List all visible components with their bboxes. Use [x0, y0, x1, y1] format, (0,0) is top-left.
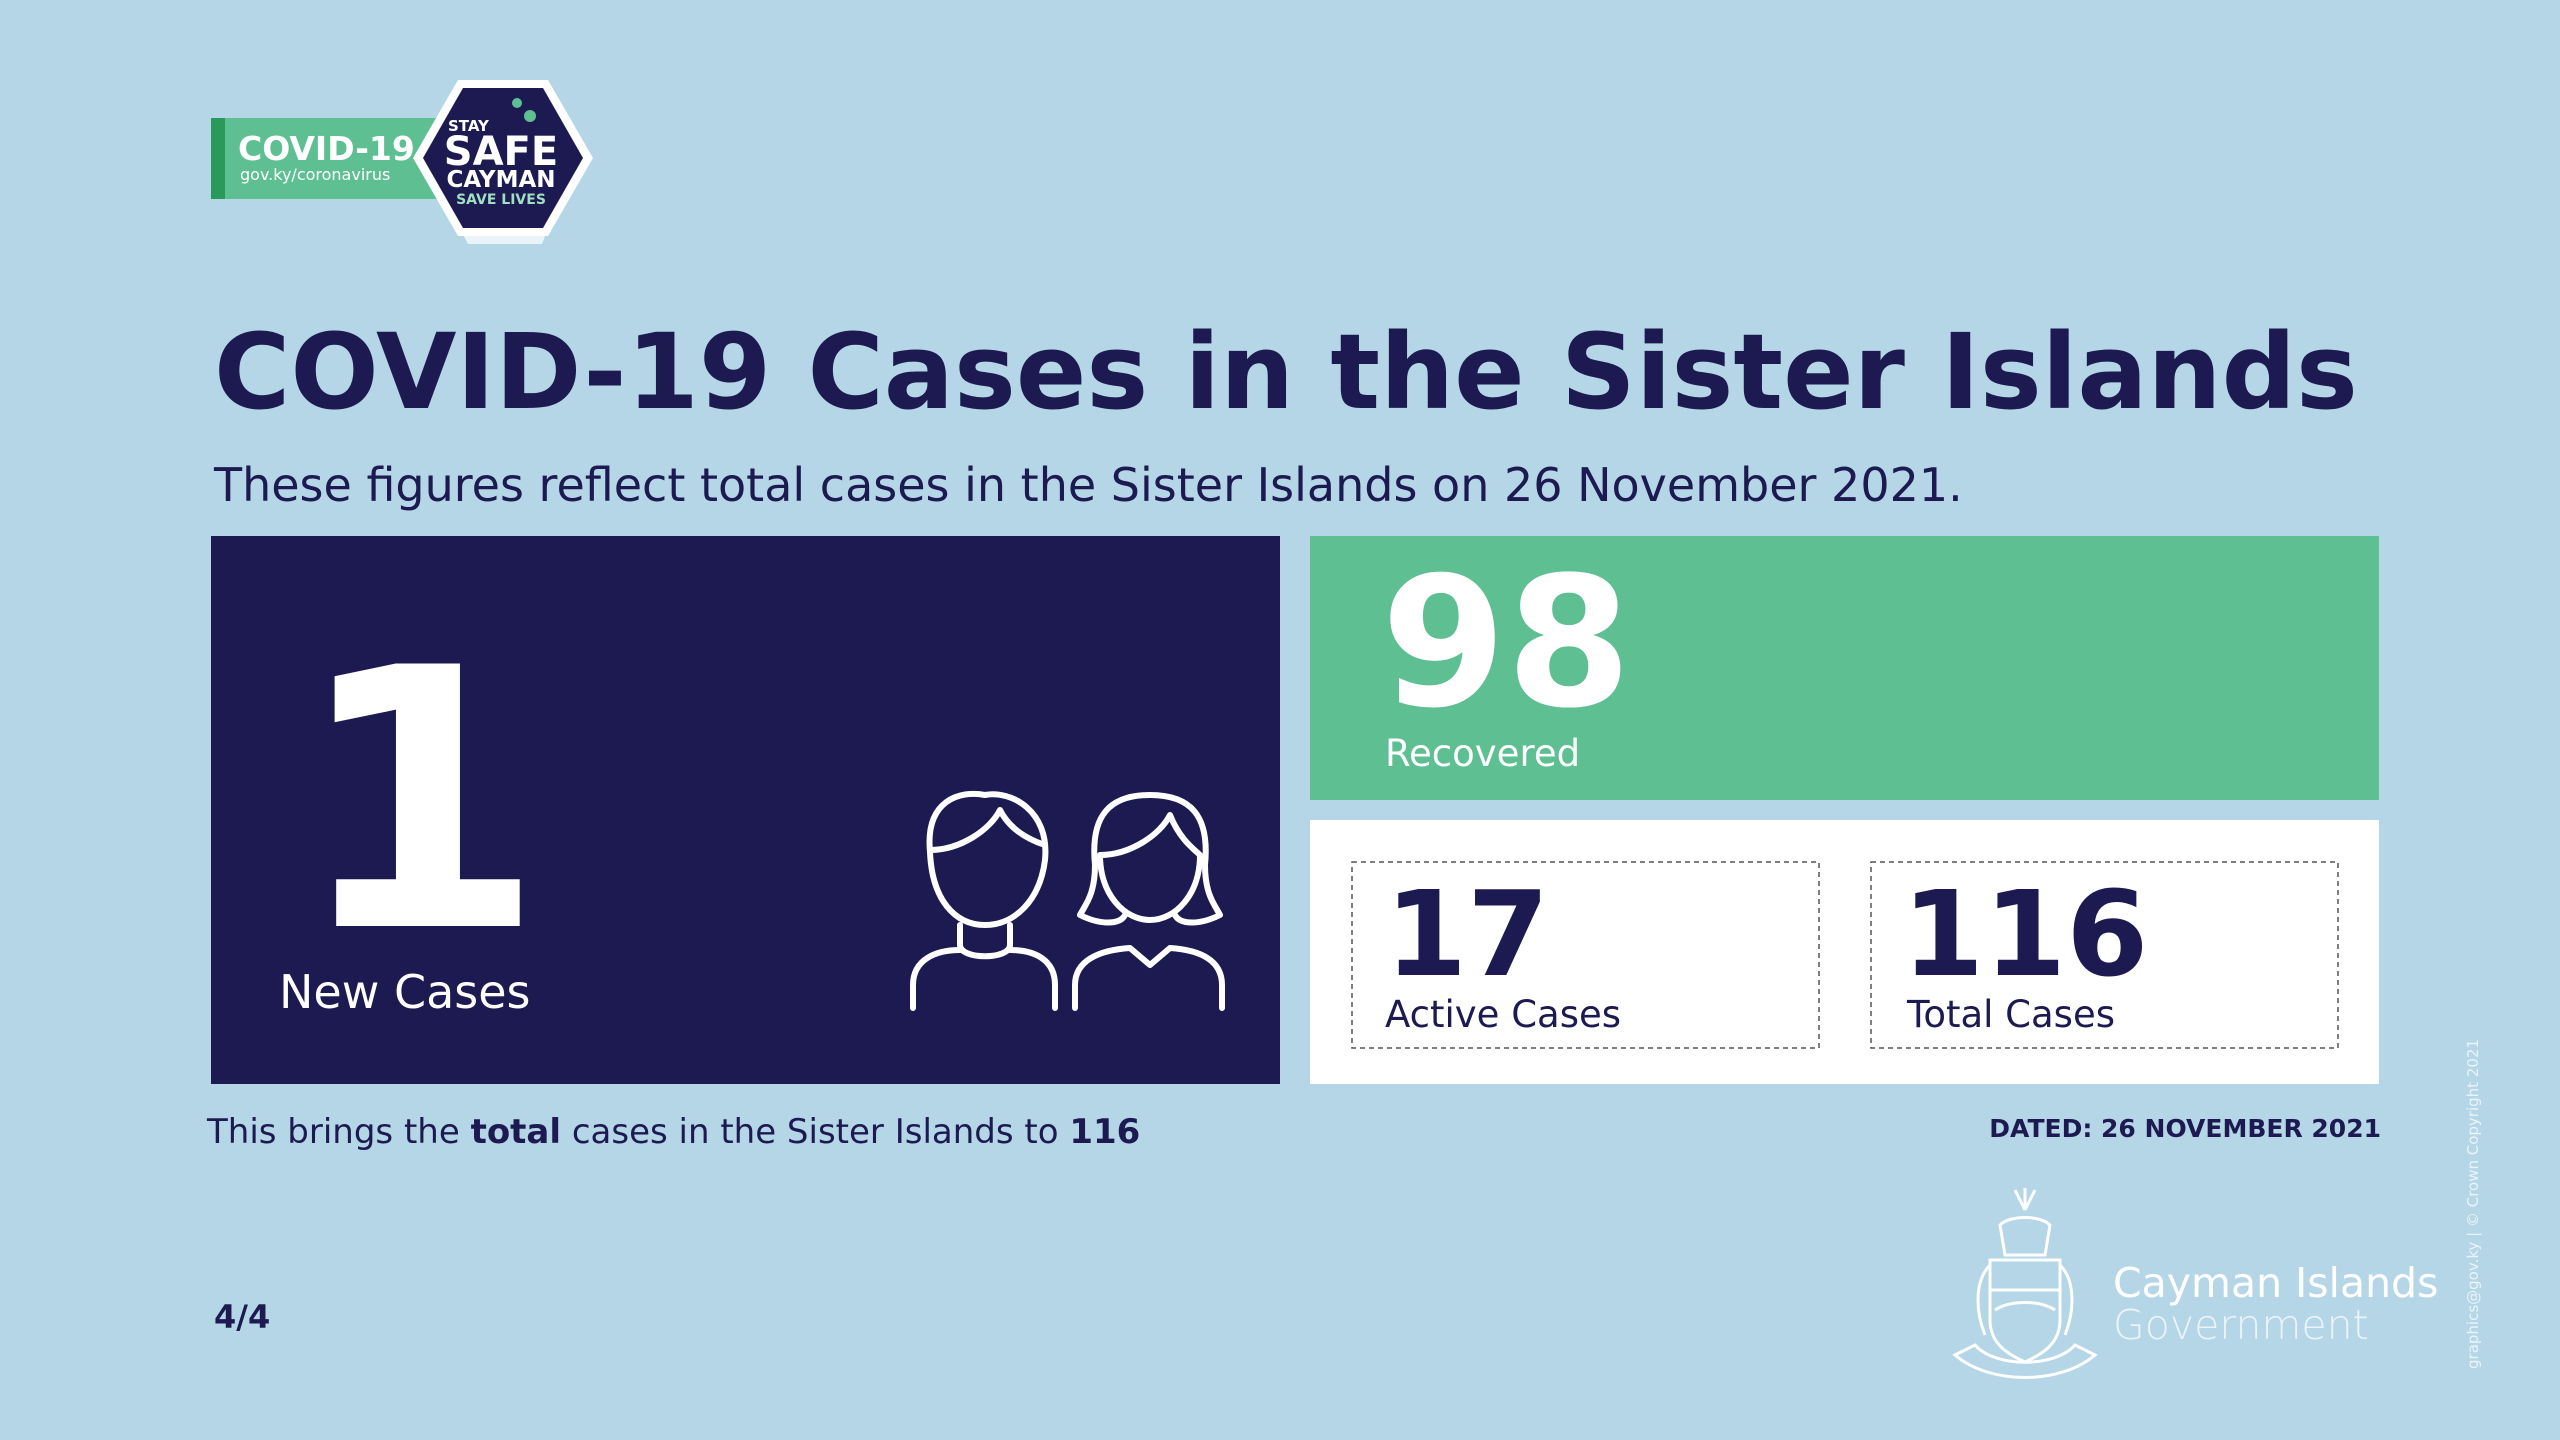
active-label: Active Cases	[1385, 993, 1621, 1036]
people-icon	[910, 790, 1225, 1011]
page-number: 4/4	[214, 1298, 270, 1336]
dated: DATED: 26 NOVEMBER 2021	[1989, 1114, 2381, 1143]
new-cases-value: 1	[294, 592, 545, 1011]
icon-hair	[927, 807, 1048, 853]
footnote-bold: total	[471, 1112, 561, 1152]
recovered-label: Recovered	[1385, 732, 1580, 775]
icon-body-2	[1072, 945, 1225, 1011]
icon-neck	[957, 922, 1013, 960]
footnote: This brings the total cases in the Siste…	[206, 1112, 1140, 1152]
badge-stripe	[211, 118, 225, 199]
icon-head-2	[1097, 812, 1203, 923]
icon-body	[910, 947, 1058, 1011]
badge-save: SAVE LIVES	[456, 192, 546, 208]
badge-safe: SAFE	[444, 129, 558, 175]
credit: graphics@gov.ky | © Crown Copyright 2021	[2464, 1039, 2482, 1369]
badge-url: gov.ky/coronavirus	[240, 165, 390, 184]
badge-cayman: CAYMAN	[446, 167, 555, 193]
government-line1: Cayman Islands	[2113, 1259, 2438, 1307]
badge-bar	[211, 118, 451, 199]
total-value: 116	[1902, 865, 2148, 1003]
badge-hex	[423, 88, 583, 228]
recovered-value: 98	[1381, 539, 1632, 748]
recovered-panel	[1310, 536, 2379, 800]
footnote-number: 116	[1069, 1112, 1140, 1152]
new-cases-panel	[211, 536, 1280, 1084]
active-value: 17	[1385, 865, 1549, 1003]
new-cases-label: New Cases	[279, 965, 531, 1019]
government-line2: Government	[2113, 1301, 2369, 1349]
icon-head	[926, 790, 1049, 928]
crest-scroll	[1952, 1343, 2098, 1379]
crest-turtle	[1998, 1216, 2052, 1257]
active-box	[1351, 861, 1820, 1049]
footnote-prefix: This brings the	[206, 1112, 460, 1152]
badge-dot	[524, 110, 536, 122]
icon-hair-2	[1077, 792, 1223, 926]
badge-stay: STAY	[448, 117, 490, 135]
subtitle: These figures reflect total cases in the…	[213, 458, 1963, 512]
badge-dot	[512, 98, 522, 108]
crest-lines	[1990, 1288, 2060, 1312]
total-box	[1870, 861, 2339, 1049]
footnote-middle: cases in the Sister Islands to	[572, 1112, 1059, 1152]
title: COVID-19 Cases in the Sister Islands	[214, 311, 2358, 433]
total-label: Total Cases	[1906, 993, 2115, 1036]
crest-pineapple	[2013, 1188, 2037, 1211]
crest-mantle	[1976, 1263, 2074, 1336]
counts-panel	[1310, 820, 2379, 1084]
crest	[1952, 1188, 2098, 1379]
badge-label: COVID-19	[238, 129, 415, 168]
